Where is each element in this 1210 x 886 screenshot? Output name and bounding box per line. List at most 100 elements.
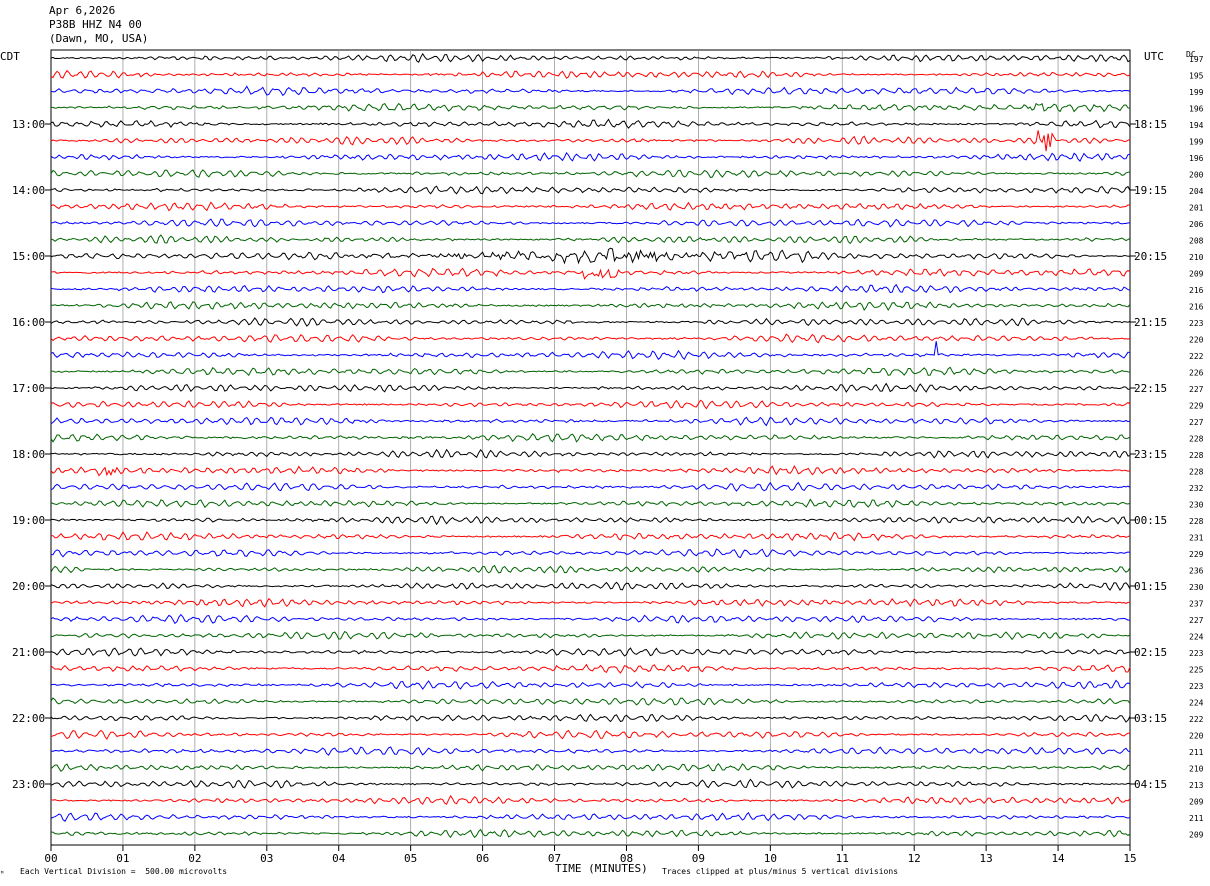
seismic-trace [51, 548, 1131, 559]
seismic-trace [50, 778, 1131, 789]
dc-offset-label: 201 [1189, 204, 1204, 213]
header-date: Apr 6,2026 [49, 4, 116, 17]
seismic-trace [50, 663, 1131, 674]
seismic-trace [50, 811, 1131, 822]
dc-offset-label: 216 [1189, 303, 1204, 312]
dc-offset-label: 228 [1189, 435, 1204, 444]
seismic-trace [50, 481, 1131, 492]
dc-offset-label: 216 [1189, 286, 1204, 295]
dc-offset-label: 229 [1189, 550, 1204, 559]
seismic-trace [50, 317, 1131, 327]
seismic-trace [50, 267, 1131, 280]
seismic-trace [51, 366, 1131, 377]
right-time-label: 23:15 [1134, 448, 1167, 461]
dc-offset-label: 222 [1189, 352, 1204, 361]
seismic-trace [50, 69, 1131, 79]
x-tick-label: 06 [476, 852, 489, 865]
dc-offset-label: 211 [1189, 814, 1204, 823]
left-time-label: 23:00 [12, 778, 45, 791]
seismic-trace [50, 613, 1130, 625]
x-tick-label: 05 [404, 852, 417, 865]
dc-offset-label: 225 [1189, 666, 1204, 675]
dc-offset-label: 223 [1189, 319, 1204, 328]
dc-offset-label: 236 [1189, 567, 1204, 576]
seismic-trace [50, 448, 1131, 459]
seismic-trace [50, 515, 1131, 526]
seismic-trace [51, 828, 1131, 839]
dc-offset-label: 199 [1189, 88, 1204, 97]
x-tick-label: 01 [116, 852, 129, 865]
dc-offset-label: 229 [1189, 402, 1204, 411]
dc-offset-label: 209 [1189, 798, 1204, 807]
seismic-trace [50, 301, 1131, 311]
seismic-trace [50, 118, 1131, 129]
x-tick-label: 04 [332, 852, 346, 865]
right-time-label: 02:15 [1134, 646, 1167, 659]
right-time-label: 00:15 [1134, 514, 1167, 527]
left-time-label: 18:00 [12, 448, 45, 461]
seismic-trace [50, 85, 1131, 97]
dc-offset-label: 224 [1189, 699, 1204, 708]
right-timezone-label: UTC [1144, 50, 1164, 63]
dc-offset-label: 220 [1189, 732, 1204, 741]
dc-offset-label: 228 [1189, 451, 1204, 460]
seismic-trace [50, 416, 1131, 427]
seismic-trace [50, 102, 1131, 113]
dc-offset-label: 231 [1189, 534, 1204, 543]
seismic-trace [50, 130, 1131, 152]
left-time-label: 17:00 [12, 382, 45, 395]
dc-offset-label: 227 [1189, 418, 1204, 427]
plot-frame [50, 49, 1131, 846]
dc-offset-label: 223 [1189, 682, 1204, 691]
right-time-label: 19:15 [1134, 184, 1167, 197]
right-time-label: 18:15 [1134, 118, 1167, 131]
seismic-trace [50, 729, 1131, 741]
left-time-label: 16:00 [12, 316, 45, 329]
seismic-trace [50, 152, 1131, 162]
left-time-label: 15:00 [12, 250, 45, 263]
seismic-trace [50, 185, 1131, 195]
x-tick-label: 10 [764, 852, 777, 865]
dc-offset-label: 237 [1189, 600, 1204, 609]
left-time-label: 20:00 [12, 580, 45, 593]
dc-offset-label: 200 [1189, 171, 1204, 180]
seismic-trace [50, 498, 1131, 509]
right-time-label: 20:15 [1134, 250, 1167, 263]
seismic-trace [50, 464, 1131, 477]
x-tick-label: 15 [1123, 852, 1136, 865]
seismic-trace [50, 746, 1131, 756]
seismic-trace [50, 794, 1131, 806]
seismic-trace [50, 169, 1131, 178]
seismic-trace [50, 399, 1131, 410]
x-tick-label: 08 [620, 852, 633, 865]
dc-offset-label: 197 [1189, 55, 1204, 64]
seismic-trace [50, 531, 1131, 542]
dc-offset-label: 195 [1189, 72, 1204, 81]
left-time-label: 13:00 [12, 118, 45, 131]
left-time-label: 14:00 [12, 184, 45, 197]
seismic-trace [50, 763, 1131, 773]
seismic-trace [50, 333, 1131, 344]
dc-offset-label: 208 [1189, 237, 1204, 246]
dc-offset-label: 196 [1189, 154, 1204, 163]
dc-offset-label: 210 [1189, 253, 1204, 262]
x-tick-label: 00 [44, 852, 57, 865]
x-tick-label: 09 [692, 852, 705, 865]
seismic-trace [50, 218, 1130, 228]
seismic-trace [50, 382, 1130, 393]
right-time-label: 21:15 [1134, 316, 1167, 329]
seismic-trace [50, 630, 1131, 641]
right-time-label: 03:15 [1134, 712, 1167, 725]
seismic-trace [50, 52, 1131, 63]
x-tick-label: 07 [548, 852, 561, 865]
dc-offset-label: 223 [1189, 649, 1204, 658]
dc-offset-label: 206 [1189, 220, 1204, 229]
seismic-trace [50, 679, 1131, 690]
header-location: (Dawn, MO, USA) [49, 32, 149, 45]
dc-offset-label: 230 [1189, 583, 1204, 592]
seismic-trace [50, 713, 1131, 723]
seismic-trace [50, 697, 1131, 706]
header-station: P38B HHZ N4 00 [49, 18, 142, 31]
dc-offset-label: 227 [1189, 385, 1204, 394]
